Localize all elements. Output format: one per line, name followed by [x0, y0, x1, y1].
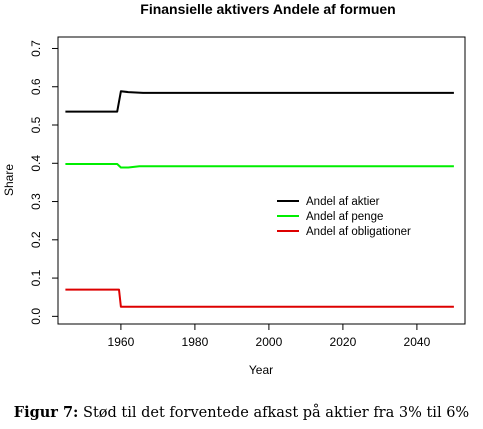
legend-label: Andel af aktier: [306, 196, 380, 208]
series-group: [65, 90, 454, 308]
y-tick-label: 0.2: [29, 231, 43, 248]
x-tick-label: 2000: [256, 335, 283, 349]
caption-text: Stød til det forventede afkast på aktier…: [83, 405, 470, 421]
legend-label: Andel af penge: [306, 211, 383, 223]
y-axis: 0.0 0.1 0.2 0.3 0.4 0.5 0.6 0.7: [29, 40, 59, 325]
y-tick-label: 0.3: [29, 193, 43, 210]
x-axis: 1960 1980 2000 2020 2040: [108, 323, 431, 349]
y-axis-title: Share: [2, 164, 16, 196]
legend: Andel af aktier Andel af penge Andel af ob…: [277, 196, 411, 238]
y-tick-label: 0.5: [29, 116, 43, 133]
x-tick-label: 2020: [330, 335, 357, 349]
legend-label: Andel af obligationer: [306, 226, 411, 238]
y-tick-label: 0.7: [29, 40, 43, 57]
y-tick-label: 0.4: [29, 155, 43, 172]
x-tick-label: 1980: [182, 335, 209, 349]
plot-frame: [57, 36, 466, 325]
chart-title: Finansielle aktivers Andele af formuen: [140, 1, 395, 17]
x-axis-title: Year: [249, 363, 273, 377]
series-line: [65, 288, 454, 308]
y-tick-label: 0.6: [29, 78, 43, 95]
figure-caption: Figur 7: Stød til det forventede afkast …: [0, 404, 483, 421]
y-tick-label: 0.0: [29, 308, 43, 325]
caption-label: Figur 7:: [13, 404, 79, 421]
chart: Finansielle aktivers Andele af formuen 1…: [2, 1, 466, 377]
x-tick-label: 2040: [404, 335, 431, 349]
series-line: [65, 163, 454, 169]
y-tick-label: 0.1: [29, 269, 43, 286]
x-tick-label: 1960: [108, 335, 135, 349]
series-line: [65, 90, 454, 113]
